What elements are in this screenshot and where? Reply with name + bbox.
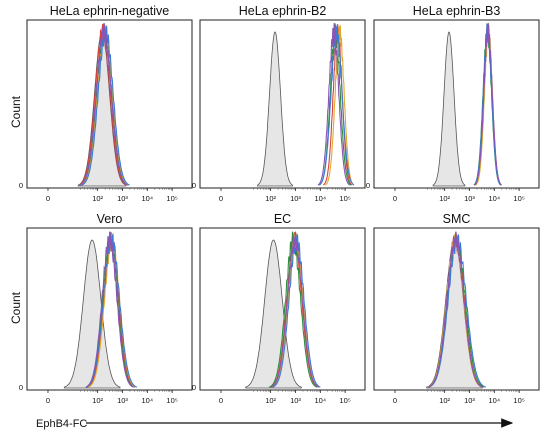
x-tick-label: 10³ — [117, 396, 128, 405]
control-histogram — [257, 31, 293, 187]
x-tick-label: 10² — [92, 396, 103, 405]
control-histogram — [63, 239, 121, 389]
x-tick-label: 10⁴ — [142, 396, 154, 405]
x-tick-label: 10⁴ — [142, 194, 154, 203]
x-tick-label: 0 — [219, 396, 223, 405]
x-tick-label: 0 — [393, 396, 397, 405]
x-tick-label: 10⁵ — [513, 396, 524, 405]
x-tick-label: 10³ — [117, 194, 128, 203]
x-tick-label: 10³ — [290, 194, 301, 203]
series-line — [270, 231, 319, 388]
histogram-panel: HeLa ephrin-B2 0 0 10² 10³ 10⁴ 10⁵ — [192, 4, 366, 203]
x-tick-label: 10² — [439, 396, 450, 405]
x-tick-label: 10² — [265, 194, 276, 203]
panel-title: Vero — [97, 212, 123, 226]
y-tick-label: 0 — [19, 383, 23, 392]
panel-title: SMC — [443, 212, 471, 226]
x-tick-label: 0 — [46, 194, 50, 203]
x-tick-label: 10² — [92, 194, 103, 203]
y-tick-label: 0 — [192, 181, 196, 190]
panel-title: HeLa ephrin-negative — [50, 4, 170, 18]
x-tick-label: 10³ — [464, 194, 475, 203]
series-line — [85, 231, 134, 388]
x-tick-label: 10⁴ — [315, 194, 327, 203]
panel-title: EC — [274, 212, 291, 226]
x-tick-label: 10⁴ — [489, 194, 501, 203]
series-line — [473, 23, 502, 186]
x-tick-label: 10³ — [464, 396, 475, 405]
x-tick-label: 0 — [219, 194, 223, 203]
histogram-panel: HeLa ephrin-B3 0 0 10² 10³ 10⁴ 10⁵ — [366, 4, 540, 203]
series-line — [474, 23, 502, 186]
series-line — [474, 23, 502, 186]
series-line — [428, 231, 483, 388]
x-tick-label: 10⁴ — [489, 396, 501, 405]
histogram-panel: SMC 0 10² 10³ 10⁴ 10⁵ — [373, 212, 540, 405]
y-tick-label: 0 — [192, 383, 196, 392]
x-axis-label: EphB4-FC — [36, 418, 87, 430]
series-line — [317, 23, 351, 186]
control-histogram — [245, 239, 302, 389]
x-tick-label: 10⁵ — [339, 396, 350, 405]
x-tick-label: 10² — [265, 396, 276, 405]
x-tick-label: 10⁵ — [513, 194, 524, 203]
panel-title: HeLa ephrin-B3 — [413, 4, 501, 18]
y-tick-label: 0 — [366, 181, 370, 190]
panel-title: HeLa ephrin-B2 — [239, 4, 327, 18]
series-line — [323, 23, 353, 186]
x-tick-label: 10⁵ — [339, 194, 350, 203]
y-axis-label-bottom: Count — [9, 291, 23, 324]
x-tick-label: 10⁴ — [315, 396, 327, 405]
x-tick-label: 0 — [393, 194, 397, 203]
histogram-panel: EC 0 0 10² 10³ 10⁴ 10⁵ — [192, 212, 366, 405]
x-tick-label: 10³ — [290, 396, 301, 405]
series-line — [78, 23, 127, 186]
control-histogram — [432, 31, 466, 187]
series-line — [87, 232, 136, 388]
series-line — [473, 24, 502, 186]
y-axis-label-top: Count — [9, 95, 23, 128]
x-tick-label: 10⁵ — [166, 194, 177, 203]
histogram-panel: Vero 0 0 10² 10³ 10⁴ 10⁵ — [19, 212, 193, 405]
x-tick-label: 0 — [46, 396, 50, 405]
histogram-panel: HeLa ephrin-negative 0 0 10² 10³ 10⁴ 10⁵ — [19, 4, 193, 203]
series-line — [79, 23, 128, 186]
x-tick-label: 10² — [439, 194, 450, 203]
y-tick-label: 0 — [19, 181, 23, 190]
series-line — [318, 24, 355, 186]
x-tick-label: 10⁵ — [166, 396, 177, 405]
series-line — [324, 25, 355, 186]
